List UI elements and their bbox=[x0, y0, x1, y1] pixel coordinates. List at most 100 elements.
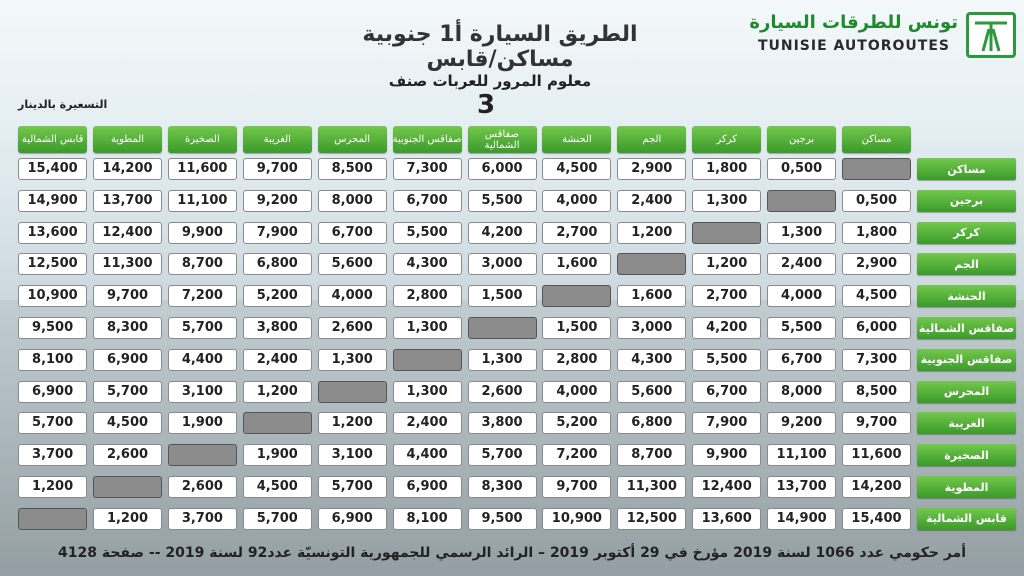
column-header: المحرس bbox=[317, 126, 387, 153]
table-cell: 2,400 bbox=[617, 189, 687, 212]
table-cell: 4,400 bbox=[392, 444, 462, 467]
column-header: الغريبة bbox=[242, 126, 312, 153]
table-cell: 3,100 bbox=[167, 380, 237, 403]
table-cell: 14,200 bbox=[842, 476, 911, 498]
table-cell: 11,600 bbox=[167, 158, 237, 180]
table-cell: 10,900 bbox=[18, 285, 88, 308]
row-header: قابس الشمالية bbox=[917, 507, 1016, 530]
table-cell: 9,500 bbox=[18, 317, 88, 339]
row-header: مساكن bbox=[917, 158, 1016, 180]
table-cell: 1,500 bbox=[542, 317, 612, 339]
table-cell: 1,900 bbox=[167, 412, 237, 435]
table-cell: 0,500 bbox=[767, 158, 837, 180]
table-cell: 14,900 bbox=[18, 189, 88, 212]
table-cell: 1,300 bbox=[392, 317, 462, 339]
table-cell: 4,000 bbox=[542, 189, 612, 212]
column-header: الجم bbox=[617, 126, 687, 153]
table-cell: 5,200 bbox=[242, 285, 312, 308]
row-header: الصخيرة bbox=[917, 444, 1016, 467]
table-cell-empty bbox=[392, 348, 462, 371]
table-cell: 5,700 bbox=[242, 507, 312, 530]
table-cell: 5,700 bbox=[467, 444, 537, 467]
table-cell-empty bbox=[242, 412, 312, 435]
table-cell-empty bbox=[93, 476, 162, 498]
table-cell: 12,500 bbox=[18, 253, 88, 276]
table-cell: 1,300 bbox=[392, 380, 462, 403]
table-cell: 4,000 bbox=[542, 380, 612, 403]
table-cell: 13,600 bbox=[692, 507, 762, 530]
table-cell: 9,900 bbox=[692, 444, 762, 467]
table-cell: 11,100 bbox=[767, 444, 837, 467]
table-cell: 11,600 bbox=[842, 444, 911, 467]
table-cell: 5,500 bbox=[767, 317, 837, 339]
table-cell: 6,700 bbox=[317, 221, 387, 244]
table-cell: 8,100 bbox=[18, 348, 88, 371]
table-cell: 9,200 bbox=[242, 189, 312, 212]
table-cell: 15,400 bbox=[842, 507, 911, 530]
table-cell: 2,900 bbox=[617, 158, 687, 180]
table-cell: 3,800 bbox=[242, 317, 312, 339]
table-cell: 4,500 bbox=[93, 412, 162, 435]
table-cell: 6,900 bbox=[392, 476, 462, 498]
table-cell: 1,300 bbox=[317, 348, 387, 371]
table-cell: 2,600 bbox=[93, 444, 162, 467]
table-cell: 5,500 bbox=[392, 221, 462, 244]
column-header: الحنشة bbox=[542, 126, 612, 153]
table-cell: 6,000 bbox=[467, 158, 537, 180]
column-header: مساكن bbox=[842, 126, 911, 153]
table-cell: 1,900 bbox=[242, 444, 312, 467]
table-cell: 15,400 bbox=[18, 158, 88, 180]
table-cell-empty bbox=[18, 507, 88, 530]
table-cell: 1,200 bbox=[93, 507, 162, 530]
table-cell-empty bbox=[167, 444, 237, 467]
table-cell: 2,600 bbox=[167, 476, 237, 498]
row-header: الحنشة bbox=[917, 285, 1016, 308]
background-road bbox=[0, 300, 1024, 576]
table-cell: 9,700 bbox=[242, 158, 312, 180]
table-cell: 9,500 bbox=[467, 507, 537, 530]
table-cell: 1,300 bbox=[692, 189, 762, 212]
table-cell: 4,200 bbox=[467, 221, 537, 244]
table-cell: 3,000 bbox=[467, 253, 537, 276]
table-cell: 6,900 bbox=[18, 380, 88, 403]
row-header: كركر bbox=[917, 221, 1016, 244]
table-cell-empty bbox=[542, 285, 612, 308]
row-header: المطوية bbox=[917, 476, 1016, 498]
table-cell: 8,500 bbox=[842, 380, 911, 403]
table-cell: 2,600 bbox=[317, 317, 387, 339]
table-cell: 13,600 bbox=[18, 221, 88, 244]
table-cell: 2,400 bbox=[242, 348, 312, 371]
table-cell: 4,300 bbox=[617, 348, 687, 371]
table-cell: 2,600 bbox=[467, 380, 537, 403]
table-cell-empty bbox=[842, 158, 911, 180]
table-cell: 1,200 bbox=[317, 412, 387, 435]
table-cell: 1,300 bbox=[467, 348, 537, 371]
table-cell: 2,400 bbox=[392, 412, 462, 435]
table-cell: 2,700 bbox=[692, 285, 762, 308]
table-cell: 9,700 bbox=[93, 285, 162, 308]
row-header: صفاقس الشمالية bbox=[917, 317, 1016, 339]
table-cell: 5,600 bbox=[317, 253, 387, 276]
table-cell: 7,300 bbox=[842, 348, 911, 371]
table-cell: 9,700 bbox=[542, 476, 612, 498]
background-sky bbox=[0, 0, 1024, 140]
table-cell: 1,800 bbox=[842, 221, 911, 244]
table-cell: 12,400 bbox=[692, 476, 762, 498]
page-title: الطريق السيارة أ1 جنوبية مساكن/قابس bbox=[362, 22, 638, 72]
table-cell: 1,800 bbox=[692, 158, 762, 180]
page-subtitle: معلوم المرور للعربات صنف 3 bbox=[380, 72, 600, 120]
table-cell: 4,400 bbox=[167, 348, 237, 371]
table-cell: 1,200 bbox=[18, 476, 88, 498]
table-cell: 1,200 bbox=[692, 253, 762, 276]
column-header: برجين bbox=[767, 126, 837, 153]
table-cell: 8,300 bbox=[93, 317, 162, 339]
table-cell: 8,500 bbox=[317, 158, 387, 180]
unit-label: التسعيرة بالدينار bbox=[18, 98, 108, 111]
table-cell: 8,100 bbox=[392, 507, 462, 530]
table-cell-empty bbox=[617, 253, 687, 276]
table-cell: 3,700 bbox=[18, 444, 88, 467]
table-cell: 2,400 bbox=[767, 253, 837, 276]
column-header: قابس الشمالية bbox=[18, 126, 88, 153]
table-cell: 4,200 bbox=[692, 317, 762, 339]
table-cell: 2,800 bbox=[542, 348, 612, 371]
